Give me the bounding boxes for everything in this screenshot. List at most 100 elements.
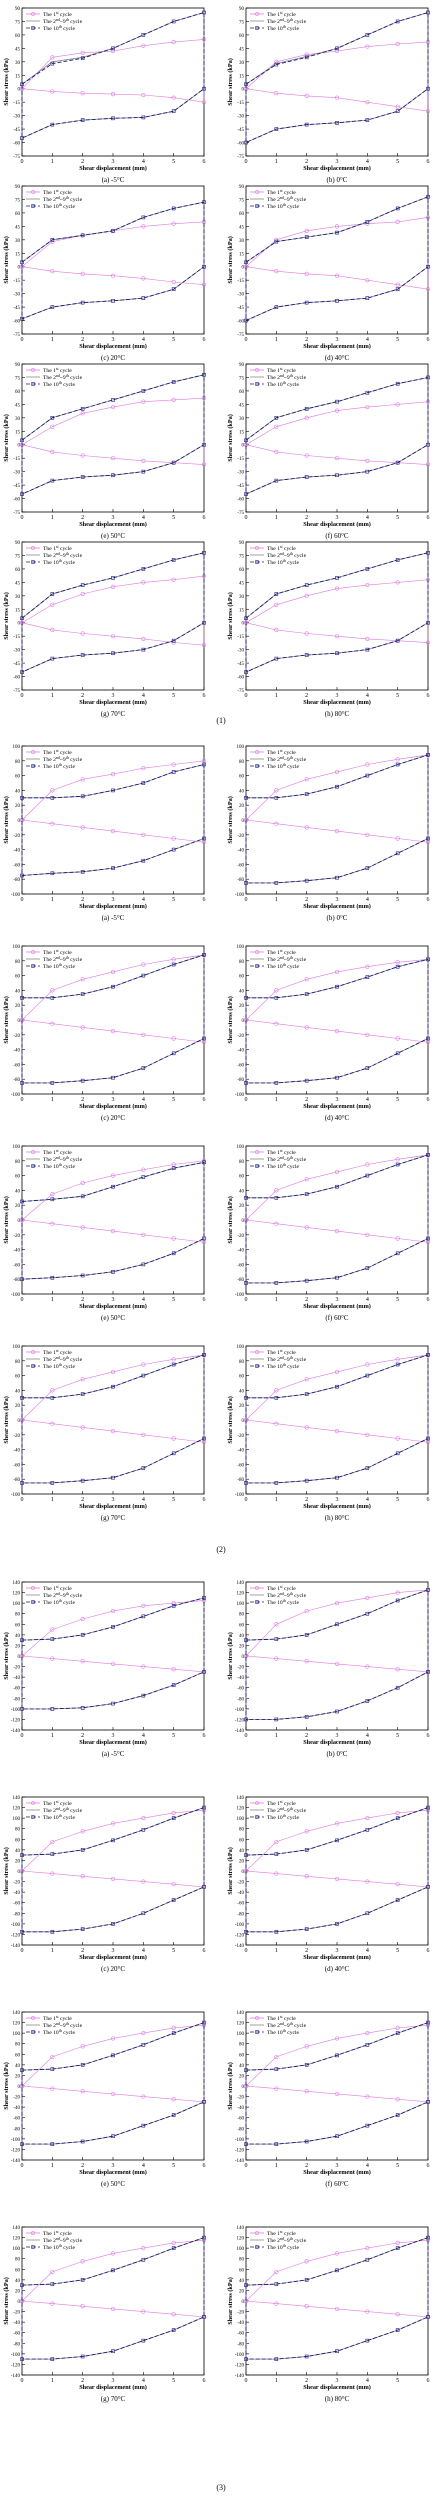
y-tick-label: -75 <box>13 333 20 338</box>
data-point <box>141 276 146 281</box>
legend-label: The 10th cycle <box>267 2028 300 2037</box>
y-tick-label: -140 <box>11 1944 21 1949</box>
data-point <box>50 1929 55 1934</box>
legend-marker <box>255 750 259 754</box>
series-3 <box>20 953 206 1085</box>
y-tick-label: 80 <box>15 2258 21 2263</box>
data-point <box>334 2306 340 2312</box>
cycle-line <box>245 579 429 643</box>
x-tick-label: 0 <box>21 337 24 343</box>
legend-label: The 2nd~9th cycle <box>267 955 307 964</box>
y-tick-label: 100 <box>13 1145 21 1150</box>
y-tick-label: 30 <box>239 417 245 422</box>
data-point <box>274 91 279 96</box>
y-tick-label: 15 <box>239 252 245 257</box>
y-tick-label: -20 <box>13 1881 20 1886</box>
data-point <box>141 2257 146 2262</box>
data-point <box>110 1876 116 1882</box>
data-point <box>365 1432 370 1437</box>
y-tick-label: -100 <box>235 1708 245 1713</box>
data-point <box>80 1273 85 1278</box>
data-point <box>80 1848 85 1852</box>
x-tick-label: 6 <box>203 1097 206 1103</box>
data-point <box>395 402 400 407</box>
chart-panel: 0 1 2 3 4 5 69075604530150-15-30-45-60-75Shear… <box>3 541 207 718</box>
cycle-line <box>21 397 205 465</box>
y-tick-label: 0 <box>242 2300 245 2305</box>
x-tick-label: 4 <box>142 897 145 903</box>
legend-marker <box>255 2231 259 2235</box>
x-tick-label: 1 <box>51 897 54 903</box>
panel-caption: (b) 0°C <box>327 914 348 922</box>
legend-marker <box>255 1815 259 1819</box>
legend-label: The 1st cycle <box>43 1584 72 1593</box>
data-point <box>111 984 115 989</box>
data-point <box>111 299 115 303</box>
data-point <box>304 631 309 636</box>
data-point <box>50 478 55 483</box>
legend-label: The 1st cycle <box>43 2229 72 2238</box>
data-point <box>395 1357 400 1362</box>
data-point <box>80 653 85 657</box>
data-point <box>395 2246 400 2250</box>
data-point <box>335 651 339 656</box>
cycle-line <box>21 2237 205 2360</box>
x-tick-label: 0 <box>21 159 24 165</box>
data-point <box>334 224 340 229</box>
y-tick-label: -20 <box>237 1881 244 1886</box>
x-tick-label: 3 <box>336 1733 339 1739</box>
data-point <box>141 1693 146 1698</box>
data-point <box>395 41 400 46</box>
y-tick-label: -60 <box>237 2332 244 2337</box>
data-point <box>304 55 309 60</box>
data-point <box>111 1075 115 1080</box>
chart-panel: 0 1 2 3 4 5 69075604530150-15-30-45-60-75Shear… <box>3 7 207 184</box>
x-tick-label: 1 <box>275 1097 278 1103</box>
legend-label: The 1st cycle <box>267 10 296 19</box>
x-axis-label: Shear displacement (mm) <box>303 1739 371 1746</box>
series-2 <box>245 1589 429 1720</box>
y-tick-label: 45 <box>239 403 245 408</box>
series-3 <box>244 2020 430 2146</box>
data-point <box>80 1392 85 1396</box>
data-point <box>20 2068 24 2072</box>
data-point <box>111 46 115 51</box>
data-point <box>365 1266 370 1270</box>
data-point <box>335 1275 339 1280</box>
data-point <box>50 2142 55 2146</box>
data-point <box>141 1232 146 1237</box>
data-point <box>80 56 85 61</box>
y-tick-label: -80 <box>13 1078 20 1083</box>
cycle-line <box>245 2236 429 2360</box>
data-point <box>201 840 207 845</box>
legend-label: The 10th cycle <box>267 2243 300 2252</box>
y-tick-label: -140 <box>11 2159 21 2164</box>
y-tick-label: -100 <box>235 1093 245 1098</box>
x-tick-label: 4 <box>142 693 145 699</box>
data-point <box>304 2139 309 2144</box>
y-tick-label: 60 <box>239 2268 245 2273</box>
data-point <box>141 647 146 652</box>
data-point <box>395 757 400 762</box>
data-point <box>141 2123 146 2128</box>
data-point <box>335 1475 339 1480</box>
legend-label: The 10th cycle <box>43 1162 76 1171</box>
y-tick-label: 100 <box>237 2032 245 2037</box>
panel-caption: (f) 60°C <box>325 2180 349 2188</box>
chart-panel: 0 1 2 3 4 5 69075604530150-15-30-45-60-75Shear… <box>227 541 431 718</box>
data-point <box>365 2123 370 2128</box>
x-tick-label: 6 <box>203 2378 206 2384</box>
series-3 <box>244 753 430 885</box>
y-tick-label: 40 <box>15 989 21 994</box>
data-point <box>426 2235 430 2240</box>
x-tick-label: 0 <box>21 693 24 699</box>
x-tick-label: 2 <box>81 1297 84 1303</box>
data-point <box>202 2020 206 2025</box>
data-point <box>171 638 176 643</box>
data-point <box>365 1173 370 1178</box>
data-point <box>111 1270 115 1274</box>
legend-marker <box>31 26 35 30</box>
